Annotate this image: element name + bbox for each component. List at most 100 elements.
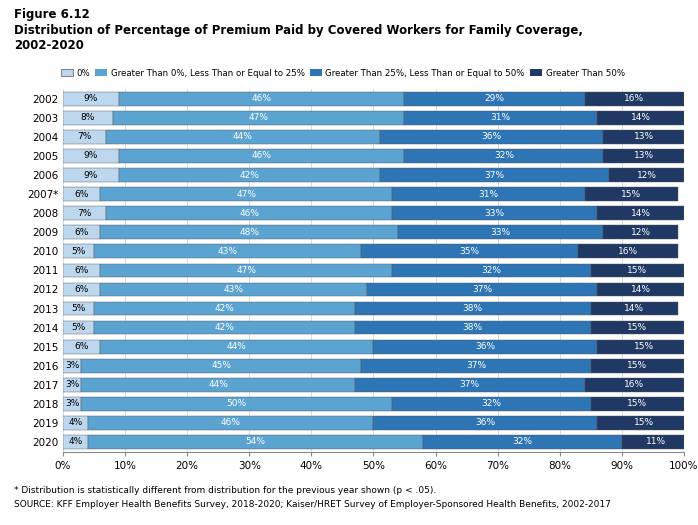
Bar [63, 359, 82, 373]
Bar [82, 359, 361, 373]
Text: 32%: 32% [494, 152, 514, 161]
Bar [63, 187, 100, 201]
Text: 12%: 12% [630, 228, 651, 237]
Bar [597, 111, 684, 125]
Text: 16%: 16% [624, 94, 644, 103]
Text: 14%: 14% [630, 285, 651, 294]
Text: 8%: 8% [80, 113, 95, 122]
Bar [373, 416, 597, 430]
Text: 9%: 9% [84, 171, 98, 180]
Bar [591, 397, 684, 411]
Bar [361, 359, 591, 373]
Text: 2002-2020: 2002-2020 [14, 39, 84, 52]
Bar [119, 168, 380, 182]
Text: 15%: 15% [628, 266, 648, 275]
Bar [597, 282, 684, 296]
Text: Figure 6.12: Figure 6.12 [14, 8, 90, 21]
Text: 43%: 43% [218, 247, 237, 256]
Text: 44%: 44% [227, 342, 246, 351]
Text: 47%: 47% [248, 113, 269, 122]
Text: 32%: 32% [482, 266, 501, 275]
Bar [597, 206, 684, 220]
Bar [380, 168, 609, 182]
Bar [63, 416, 88, 430]
Bar [63, 130, 106, 144]
Text: 36%: 36% [475, 418, 496, 427]
Bar [94, 245, 361, 258]
Bar [361, 245, 579, 258]
Text: 4%: 4% [68, 418, 82, 427]
Bar [392, 206, 597, 220]
Bar [603, 149, 684, 163]
Text: 13%: 13% [634, 132, 654, 141]
Bar [404, 149, 603, 163]
Text: 42%: 42% [214, 304, 235, 313]
Bar [100, 187, 392, 201]
Bar [392, 397, 591, 411]
Bar [100, 282, 367, 296]
Text: 5%: 5% [71, 323, 86, 332]
Text: 5%: 5% [71, 247, 86, 256]
Text: 36%: 36% [482, 132, 502, 141]
Bar [380, 130, 603, 144]
Text: 33%: 33% [491, 228, 511, 237]
Text: 46%: 46% [239, 208, 259, 218]
Text: 7%: 7% [77, 208, 91, 218]
Text: 14%: 14% [624, 304, 644, 313]
Text: 42%: 42% [214, 323, 235, 332]
Text: 50%: 50% [227, 400, 247, 408]
Bar [106, 130, 380, 144]
Bar [585, 378, 684, 392]
Bar [373, 340, 597, 353]
Text: 44%: 44% [208, 380, 228, 389]
Text: 29%: 29% [484, 94, 505, 103]
Text: 15%: 15% [634, 418, 654, 427]
Bar [63, 435, 88, 449]
Bar [82, 397, 392, 411]
Text: 36%: 36% [475, 342, 496, 351]
Text: 6%: 6% [74, 285, 89, 294]
Legend: 0%, Greater Than 0%, Less Than or Equal to 25%, Greater Than 25%, Less Than or E: 0%, Greater Than 0%, Less Than or Equal … [61, 69, 625, 78]
Text: 3%: 3% [65, 361, 80, 370]
Bar [100, 264, 392, 277]
Bar [63, 340, 100, 353]
Text: 6%: 6% [74, 266, 89, 275]
Bar [597, 416, 690, 430]
Text: * Distribution is statistically different from distribution for the previous yea: * Distribution is statistically differen… [14, 486, 436, 495]
Text: 9%: 9% [84, 94, 98, 103]
Text: 15%: 15% [628, 361, 648, 370]
Bar [591, 302, 678, 316]
Text: 35%: 35% [460, 247, 480, 256]
Bar [63, 264, 100, 277]
Text: 37%: 37% [460, 380, 480, 389]
Bar [119, 92, 405, 106]
Text: 13%: 13% [634, 152, 654, 161]
Bar [112, 111, 405, 125]
Text: 3%: 3% [65, 400, 80, 408]
Bar [63, 206, 106, 220]
Bar [355, 302, 591, 316]
Text: 15%: 15% [628, 323, 648, 332]
Text: 38%: 38% [463, 304, 483, 313]
Bar [404, 92, 585, 106]
Bar [585, 92, 684, 106]
Text: 46%: 46% [251, 152, 272, 161]
Bar [94, 302, 355, 316]
Text: 6%: 6% [74, 228, 89, 237]
Bar [355, 321, 591, 334]
Text: 31%: 31% [491, 113, 511, 122]
Bar [106, 206, 392, 220]
Text: 31%: 31% [478, 190, 498, 198]
Bar [63, 168, 119, 182]
Text: 46%: 46% [221, 418, 241, 427]
Text: 15%: 15% [634, 342, 654, 351]
Text: 37%: 37% [484, 171, 505, 180]
Bar [423, 435, 622, 449]
Text: 48%: 48% [239, 228, 259, 237]
Bar [88, 435, 423, 449]
Text: 32%: 32% [482, 400, 501, 408]
Bar [63, 225, 100, 239]
Text: 37%: 37% [466, 361, 486, 370]
Text: 43%: 43% [223, 285, 244, 294]
Bar [585, 187, 678, 201]
